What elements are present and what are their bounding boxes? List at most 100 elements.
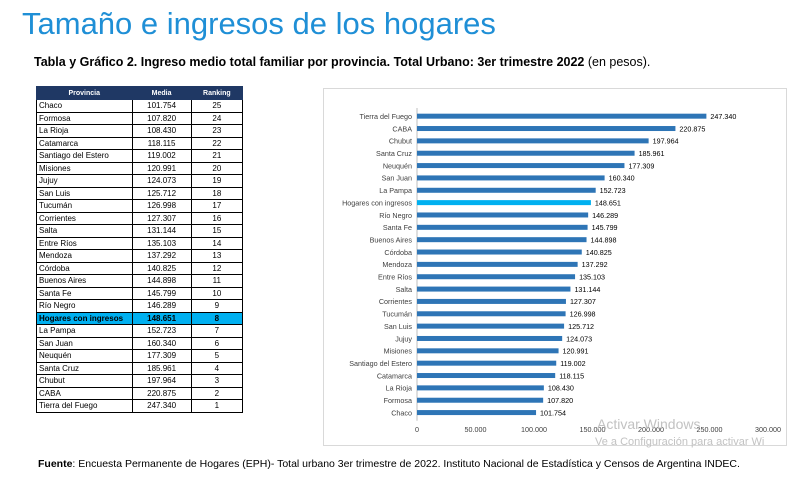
cell-media: 197.964 (131, 374, 192, 388)
cell-ranking: 1 (190, 399, 244, 413)
cell-media: 140.825 (131, 261, 192, 275)
cell-ranking: 14 (190, 236, 244, 250)
category-label: Tierra del Fuego (360, 112, 412, 121)
cell-ranking: 3 (190, 374, 244, 388)
source-text: : Encuesta Permanente de Hogares (EPH)- … (72, 458, 740, 470)
caption-bold: Tabla y Gráfico 2. Ingreso medio total f… (34, 55, 585, 69)
table-row: San Luis 125.712 18 (36, 186, 244, 200)
cell-provincia: La Rioja (36, 124, 133, 138)
category-label: Salta (396, 285, 412, 294)
bar (417, 348, 559, 354)
table-row: Catamarca 118.115 22 (36, 136, 244, 150)
table-row: Santa Cruz 185.961 4 (36, 361, 244, 375)
cell-ranking: 17 (190, 199, 244, 213)
bar (417, 150, 635, 156)
cell-ranking: 9 (190, 299, 244, 313)
source-note: Fuente: Encuesta Permanente de Hogares (… (38, 458, 758, 470)
cell-provincia: San Juan (36, 336, 133, 350)
cell-provincia: Catamarca (36, 136, 133, 150)
cell-provincia: San Luis (36, 186, 133, 200)
cell-media: 135.103 (131, 236, 192, 250)
bar (417, 200, 591, 206)
category-label: Chaco (391, 408, 412, 417)
data-label: 160.340 (609, 174, 635, 183)
cell-ranking: 11 (190, 274, 244, 288)
x-tick-label: 150.000 (580, 425, 606, 434)
category-label: Córdoba (384, 248, 412, 257)
table-header-row: Provincia Media Ranking (36, 86, 244, 100)
cell-media: 220.875 (131, 386, 192, 400)
table-row: Corrientes 127.307 16 (36, 211, 244, 225)
category-label: Santa Fe (383, 223, 412, 232)
cell-provincia: Santa Cruz (36, 361, 133, 375)
bar (417, 261, 578, 267)
table-row: Salta 131.144 15 (36, 224, 244, 238)
table-row: Neuquén 177.309 5 (36, 349, 244, 363)
data-label: 107.820 (547, 396, 573, 405)
category-label: Neuquén (383, 161, 412, 170)
page-title: Tamaño e ingresos de los hogares (22, 6, 496, 41)
category-label: Formosa (384, 396, 412, 405)
category-label: CABA (392, 124, 412, 133)
data-label: 119.002 (560, 359, 585, 368)
bar-chart: Tierra del Fuego 247.340 CABA 220.875 Chubut… (342, 108, 781, 434)
cell-ranking: 2 (190, 386, 244, 400)
data-label: 126.998 (570, 310, 596, 319)
bar (417, 385, 544, 391)
activation-watermark-title: Activar Windows (597, 416, 701, 432)
bar (417, 323, 565, 329)
data-label: 146.289 (592, 211, 618, 220)
cell-media: 131.144 (131, 224, 192, 238)
table-row: Chaco 101.754 25 (36, 99, 244, 113)
cell-ranking: 21 (190, 149, 244, 163)
table-row: Tucumán 126.998 17 (36, 199, 244, 213)
cell-provincia: CABA (36, 386, 133, 400)
table-row: Córdoba 140.825 12 (36, 261, 244, 275)
cell-provincia: Río Negro (36, 299, 133, 313)
category-label: La Pampa (379, 186, 412, 195)
cell-provincia: Chubut (36, 374, 133, 388)
cell-provincia: Santa Fe (36, 286, 133, 300)
cell-media: 177.309 (131, 349, 192, 363)
cell-provincia: Buenos Aires (36, 274, 133, 288)
cell-ranking: 16 (190, 211, 244, 225)
cell-ranking: 22 (190, 136, 244, 150)
table-row: Mendoza 137.292 13 (36, 249, 244, 263)
category-label: Corrientes (379, 297, 413, 306)
cell-ranking: 7 (190, 324, 244, 338)
data-label: 145.799 (592, 223, 618, 232)
bar (417, 113, 707, 119)
cell-provincia: Córdoba (36, 261, 133, 275)
data-label: 108.430 (548, 384, 574, 393)
cell-provincia: Tucumán (36, 199, 133, 213)
x-tick-label: 0 (415, 425, 419, 434)
x-tick-label: 50.000 (465, 425, 487, 434)
table-row: Río Negro 146.289 9 (36, 299, 244, 313)
data-label: 140.825 (586, 248, 612, 257)
category-label: San Juan (382, 174, 412, 183)
bar (417, 163, 625, 169)
bar (417, 410, 537, 416)
activation-watermark-text: Ve a Configuración para activar Wi (595, 436, 765, 448)
bar (417, 175, 605, 181)
cell-provincia: Misiones (36, 161, 133, 175)
data-label: 124.073 (566, 334, 592, 343)
cell-ranking: 8 (190, 311, 244, 325)
category-label: Misiones (384, 347, 413, 356)
table-row: Misiones 120.991 20 (36, 161, 244, 175)
category-label: La Rioja (386, 384, 412, 393)
data-label: 101.754 (540, 408, 566, 417)
cell-ranking: 15 (190, 224, 244, 238)
data-label: 135.103 (579, 273, 605, 282)
cell-media: 152.723 (131, 324, 192, 338)
x-tick-label: 300.000 (755, 425, 781, 434)
table-row: Santa Fe 145.799 10 (36, 286, 244, 300)
category-label: Chubut (389, 137, 412, 146)
bar (417, 397, 544, 403)
cell-media: 119.002 (131, 149, 192, 163)
x-tick-label: 250.000 (697, 425, 723, 434)
data-label: 120.991 (563, 347, 589, 356)
data-label: 148.651 (595, 198, 621, 207)
cell-provincia: Formosa (36, 111, 133, 125)
category-label: Santiago del Estero (349, 359, 412, 368)
